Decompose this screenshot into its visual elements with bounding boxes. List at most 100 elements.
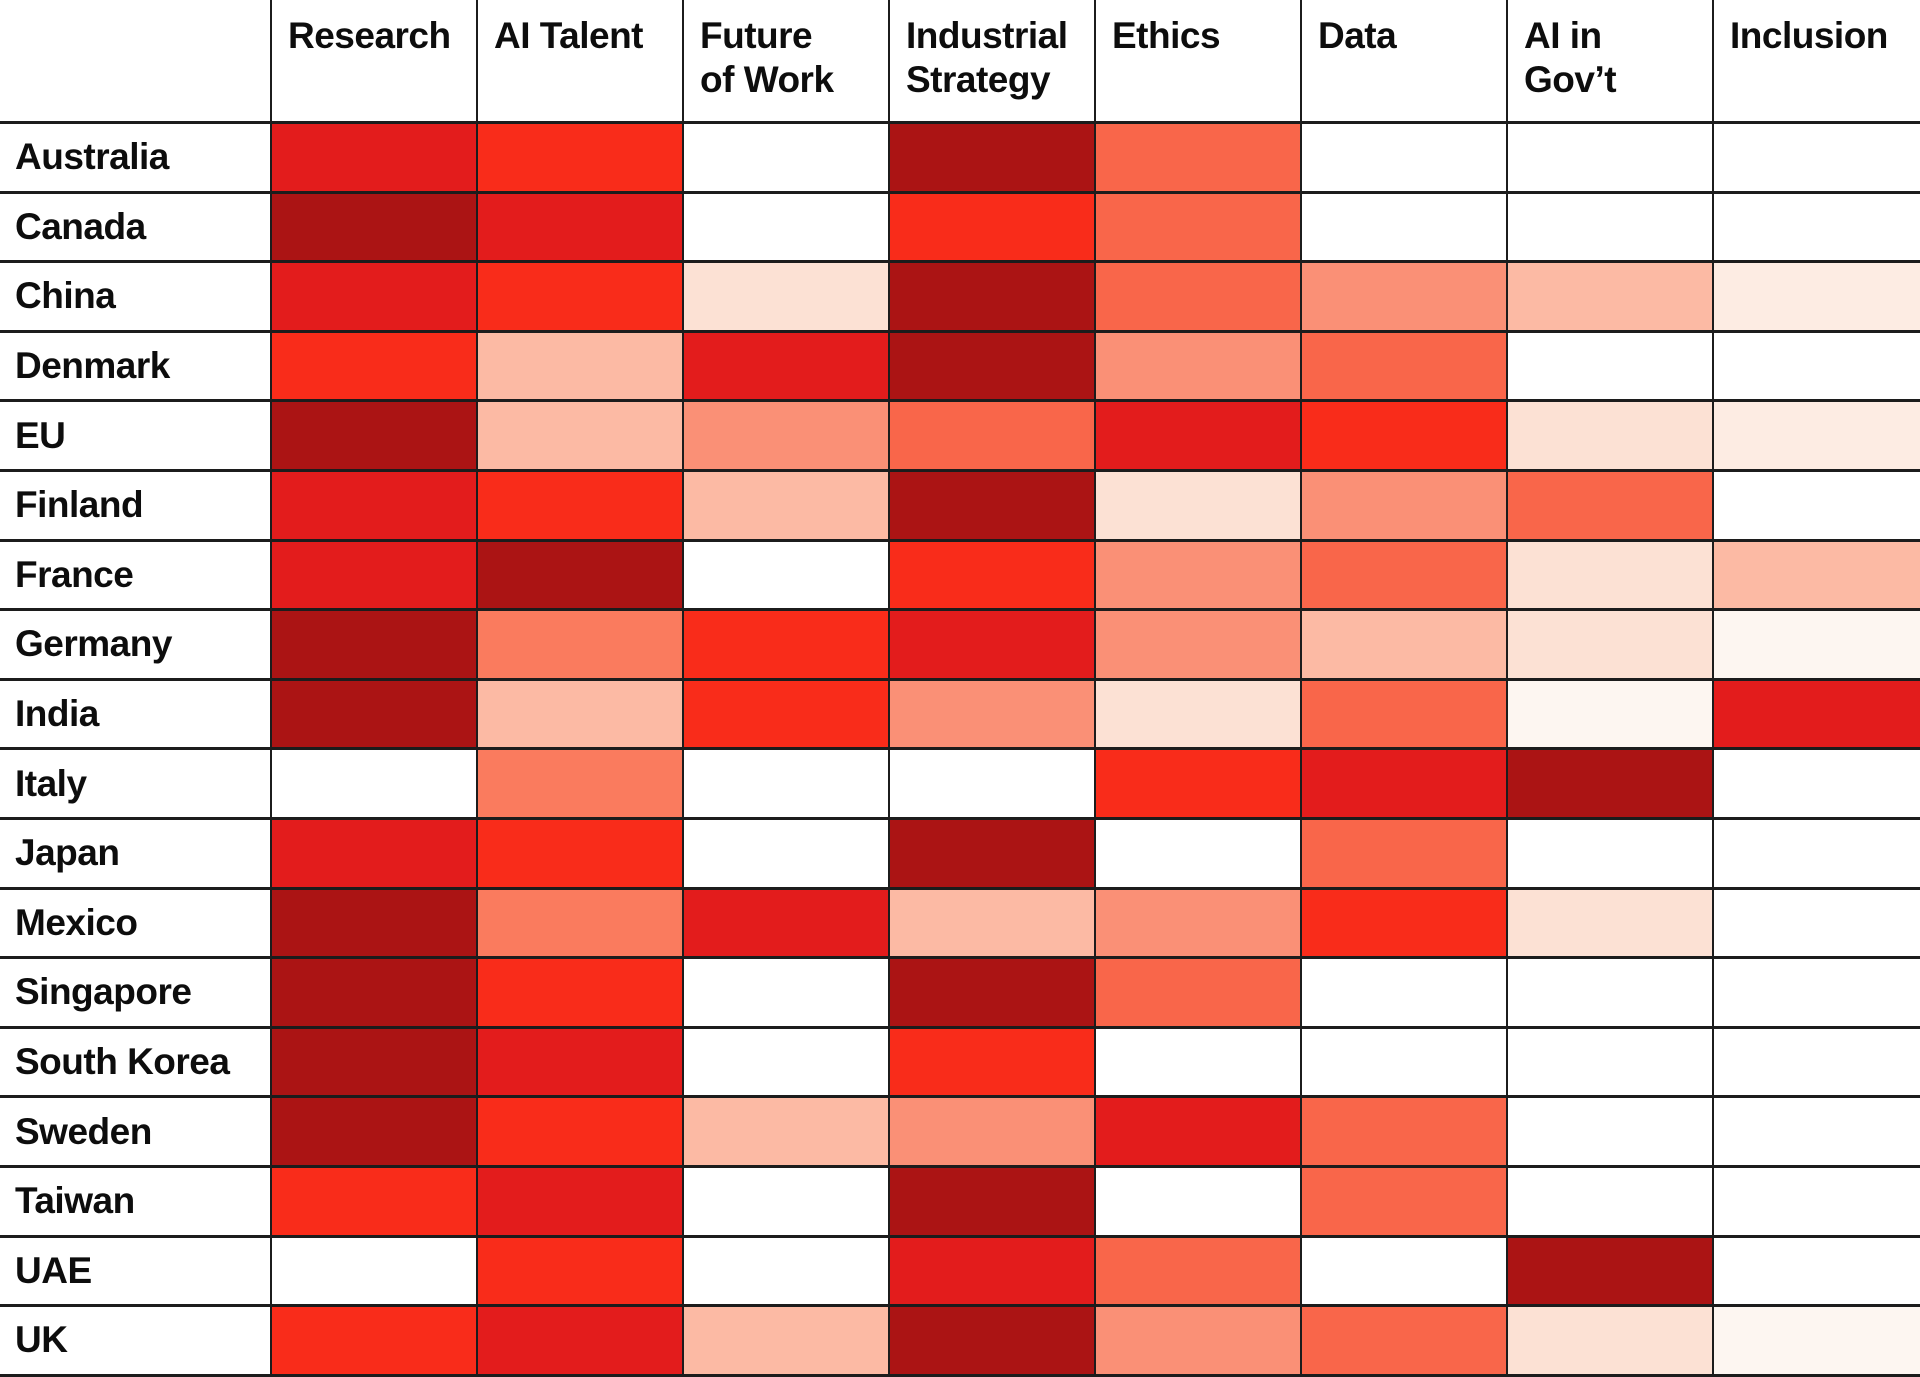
heatmap-cell bbox=[478, 541, 684, 612]
heatmap-cell bbox=[1508, 402, 1714, 472]
heatmap-cell bbox=[684, 959, 890, 1029]
heatmap-cell bbox=[1508, 1028, 1714, 1099]
heatmap-cell bbox=[1302, 1307, 1508, 1377]
row-label: France bbox=[0, 541, 272, 612]
heatmap-cell bbox=[1714, 471, 1920, 542]
heatmap-cell bbox=[478, 402, 684, 472]
heatmap-cell bbox=[890, 124, 1096, 194]
row-label: Mexico bbox=[0, 889, 272, 960]
heatmap-cell bbox=[890, 332, 1096, 403]
heatmap-cell bbox=[1714, 1028, 1920, 1099]
heatmap-cell bbox=[478, 263, 684, 333]
heatmap-cell bbox=[272, 959, 478, 1029]
heatmap-cell bbox=[684, 541, 890, 612]
row-label: China bbox=[0, 263, 272, 333]
heatmap-cell bbox=[890, 1098, 1096, 1168]
heatmap-cell bbox=[1714, 402, 1920, 472]
heatmap-cell bbox=[1302, 193, 1508, 264]
row-label: Taiwan bbox=[0, 1167, 272, 1238]
heatmap-cell bbox=[1302, 819, 1508, 890]
heatmap-cell bbox=[1714, 1098, 1920, 1168]
heatmap-cell bbox=[1508, 541, 1714, 612]
heatmap-cell bbox=[890, 193, 1096, 264]
heatmap-cell bbox=[1714, 889, 1920, 960]
heatmap-cell bbox=[1096, 819, 1302, 890]
heatmap-cell bbox=[1714, 819, 1920, 890]
heatmap-cell bbox=[1096, 263, 1302, 333]
heatmap-cell bbox=[1508, 959, 1714, 1029]
row-label: UK bbox=[0, 1307, 272, 1377]
row-label: UAE bbox=[0, 1237, 272, 1308]
heatmap-cell bbox=[1714, 1237, 1920, 1308]
heatmap-cell bbox=[272, 1237, 478, 1308]
heatmap-cell bbox=[1096, 750, 1302, 820]
heatmap-cell bbox=[478, 959, 684, 1029]
row-label: Japan bbox=[0, 819, 272, 890]
heatmap-cell bbox=[684, 332, 890, 403]
heatmap-cell bbox=[478, 1098, 684, 1168]
heatmap-cell bbox=[684, 471, 890, 542]
heatmap-cell bbox=[1508, 263, 1714, 333]
heatmap-cell bbox=[684, 750, 890, 820]
heatmap-cell bbox=[272, 402, 478, 472]
heatmap-cell bbox=[1096, 611, 1302, 681]
column-header: Data bbox=[1302, 0, 1508, 124]
row-label: South Korea bbox=[0, 1028, 272, 1099]
heatmap-cell bbox=[684, 611, 890, 681]
heatmap-cell bbox=[478, 1237, 684, 1308]
heatmap-cell bbox=[890, 263, 1096, 333]
heatmap-cell bbox=[478, 332, 684, 403]
heatmap-cell bbox=[1096, 541, 1302, 612]
heatmap-cell bbox=[478, 471, 684, 542]
heatmap-cell bbox=[1508, 1098, 1714, 1168]
heatmap-cell bbox=[684, 1098, 890, 1168]
heatmap-cell bbox=[890, 1167, 1096, 1238]
column-header: AI in Gov’t bbox=[1508, 0, 1714, 124]
heatmap-cell bbox=[1302, 263, 1508, 333]
heatmap-cell bbox=[1714, 611, 1920, 681]
heatmap-cell bbox=[1096, 402, 1302, 472]
heatmap-cell bbox=[684, 1167, 890, 1238]
heatmap-cell bbox=[1096, 124, 1302, 194]
row-label: EU bbox=[0, 402, 272, 472]
heatmap-cell bbox=[1096, 1237, 1302, 1308]
row-label: Finland bbox=[0, 471, 272, 542]
heatmap-cell bbox=[1302, 471, 1508, 542]
heatmap-cell bbox=[890, 819, 1096, 890]
heatmap-cell bbox=[1302, 332, 1508, 403]
heatmap-cell bbox=[272, 680, 478, 751]
heatmap-cell bbox=[1302, 541, 1508, 612]
heatmap-cell bbox=[1508, 193, 1714, 264]
heatmap-cell bbox=[1714, 541, 1920, 612]
heatmap-cell bbox=[1508, 889, 1714, 960]
heatmap-cell bbox=[478, 193, 684, 264]
heatmap-cell bbox=[1714, 1167, 1920, 1238]
heatmap-cell bbox=[478, 1028, 684, 1099]
heatmap-cell bbox=[684, 1237, 890, 1308]
heatmap-cell bbox=[890, 402, 1096, 472]
heatmap-cell bbox=[1302, 1167, 1508, 1238]
heatmap-cell bbox=[890, 471, 1096, 542]
heatmap-cell bbox=[1096, 959, 1302, 1029]
heatmap-cell bbox=[1096, 680, 1302, 751]
heatmap-cell bbox=[684, 193, 890, 264]
heatmap-cell bbox=[1302, 1028, 1508, 1099]
heatmap-cell bbox=[1508, 611, 1714, 681]
heatmap-cell bbox=[272, 611, 478, 681]
heatmap-cell bbox=[1508, 471, 1714, 542]
heatmap-cell bbox=[1714, 193, 1920, 264]
heatmap-cell bbox=[272, 889, 478, 960]
heatmap-cell bbox=[272, 1307, 478, 1377]
column-header: Industrial Strategy bbox=[890, 0, 1096, 124]
heatmap-cell bbox=[1714, 124, 1920, 194]
heatmap-cell bbox=[1508, 1167, 1714, 1238]
heatmap-cell bbox=[684, 1028, 890, 1099]
heatmap-cell bbox=[478, 889, 684, 960]
heatmap-cell bbox=[1508, 1307, 1714, 1377]
heatmap-cell bbox=[1508, 819, 1714, 890]
row-label: Sweden bbox=[0, 1098, 272, 1168]
heatmap-cell bbox=[1714, 750, 1920, 820]
heatmap-cell bbox=[890, 1028, 1096, 1099]
heatmap-cell bbox=[1302, 889, 1508, 960]
